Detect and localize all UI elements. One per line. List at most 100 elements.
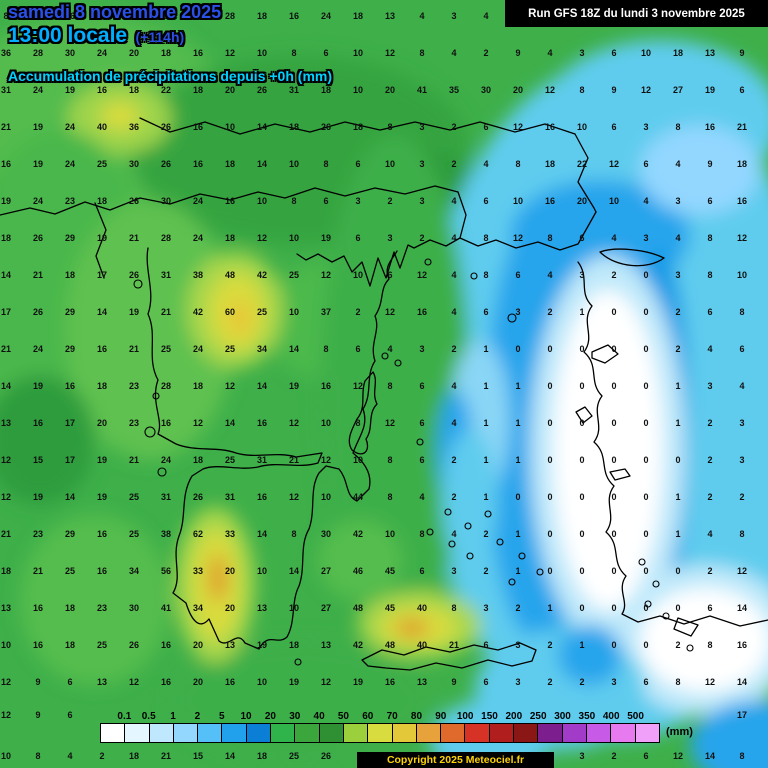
grid-value: 13 — [704, 48, 716, 58]
grid-value: 10 — [224, 122, 236, 132]
island-euboea — [348, 371, 378, 455]
grid-value: 4 — [483, 159, 489, 169]
grid-value: 8 — [419, 48, 425, 58]
island-crete — [361, 642, 537, 671]
grid-value: 16 — [224, 677, 236, 687]
grid-value: 4 — [739, 381, 745, 391]
copyright-bar: Copyright 2025 Meteociel.fr — [357, 752, 554, 768]
legend-color-swatch — [173, 724, 199, 742]
grid-value: 3 — [515, 640, 521, 650]
grid-value: 15 — [32, 455, 44, 465]
grid-value: 2 — [451, 122, 457, 132]
grid-value: 8 — [707, 640, 713, 650]
grid-value: 0 — [611, 307, 617, 317]
grid-value: 12 — [288, 492, 300, 502]
grid-value: 18 — [160, 48, 172, 58]
grid-value: 0 — [643, 603, 649, 613]
coast-west-greece-peloponnese — [146, 247, 398, 650]
grid-value: 3 — [579, 48, 585, 58]
grid-value: 16 — [192, 159, 204, 169]
grid-value: 6 — [707, 196, 713, 206]
grid-value: 12 — [0, 710, 12, 720]
grid-value: 16 — [288, 11, 300, 21]
grid-value: 8 — [419, 529, 425, 539]
coast-north-aegean-chalkidiki — [296, 237, 461, 287]
grid-value: 6 — [707, 603, 713, 613]
legend-color-swatch — [125, 724, 150, 742]
grid-value: 26 — [256, 85, 268, 95]
grid-value: 8 — [707, 233, 713, 243]
grid-value: 21 — [128, 233, 140, 243]
grid-value: 0 — [611, 566, 617, 576]
grid-value: 3 — [675, 196, 681, 206]
legend-scale-label: 200 — [505, 711, 523, 722]
grid-value: 10 — [320, 492, 332, 502]
grid-value: 12 — [384, 418, 396, 428]
grid-value: 33 — [224, 529, 236, 539]
grid-value: 1 — [515, 381, 521, 391]
grid-value: 18 — [256, 11, 268, 21]
grid-value: 18 — [736, 159, 748, 169]
grid-value: 24 — [192, 11, 204, 21]
grid-value: 2 — [419, 233, 425, 243]
grid-value: 31 — [160, 492, 172, 502]
grid-value: 14 — [704, 751, 716, 761]
grid-value: 6 — [483, 122, 489, 132]
grid-value: 2 — [515, 603, 521, 613]
grid-value: 16 — [416, 307, 428, 317]
grid-value: 0 — [675, 566, 681, 576]
grid-value: 2 — [99, 751, 105, 761]
grid-value: 19 — [32, 159, 44, 169]
grid-value: 0 — [643, 418, 649, 428]
run-info-text: Run GFS 18Z du lundi 3 novembre 2025 — [528, 7, 745, 20]
grid-value: 13 — [0, 603, 12, 613]
grid-value: 8 — [387, 122, 393, 132]
grid-value: 0 — [547, 381, 553, 391]
grid-value: 21 — [32, 566, 44, 576]
grid-value: 10 — [288, 159, 300, 169]
coast-turkey-west — [577, 261, 768, 627]
grid-value: 19 — [320, 233, 332, 243]
grid-value: 24 — [32, 344, 44, 354]
grid-value: 8 — [387, 492, 393, 502]
grid-value: 12 — [288, 418, 300, 428]
grid-value: 0 — [579, 344, 585, 354]
grid-value: 12 — [352, 381, 364, 391]
grid-value: 4 — [451, 418, 457, 428]
grid-value: 6 — [355, 159, 361, 169]
grid-value: 10 — [576, 122, 588, 132]
grid-value: 23 — [128, 418, 140, 428]
legend-unit: (mm) — [666, 726, 693, 738]
grid-value: 6 — [419, 418, 425, 428]
grid-value: 28 — [160, 233, 172, 243]
grid-value: 40 — [96, 122, 108, 132]
legend-color-swatch — [149, 724, 174, 742]
grid-value: 4 — [451, 381, 457, 391]
grid-value: 3 — [515, 307, 521, 317]
grid-value: 2 — [579, 677, 585, 687]
grid-value: 26 — [128, 270, 140, 280]
grid-value: 6 — [387, 270, 393, 280]
grid-value: 18 — [128, 85, 140, 95]
grid-value: 62 — [192, 529, 204, 539]
grid-value: 0 — [547, 418, 553, 428]
legend-color-swatch — [198, 724, 223, 742]
grid-value: 4 — [643, 196, 649, 206]
grid-value: 4 — [483, 11, 489, 21]
grid-value: 31 — [160, 270, 172, 280]
grid-value: 3 — [419, 159, 425, 169]
grid-value: 30 — [160, 196, 172, 206]
grid-value: 60 — [224, 307, 236, 317]
grid-value: 35 — [448, 85, 460, 95]
grid-value: 13 — [320, 640, 332, 650]
grid-value: 12 — [384, 307, 396, 317]
grid-value: 6 — [483, 677, 489, 687]
legend-scale-label: 5 — [218, 711, 225, 722]
grid-value: 45 — [384, 603, 396, 613]
legend-color-bar — [100, 723, 660, 743]
grid-value: 26 — [32, 307, 44, 317]
grid-value: 18 — [544, 159, 556, 169]
grid-value: 16 — [544, 122, 556, 132]
grid-value: 19 — [128, 307, 140, 317]
grid-value: 6 — [355, 233, 361, 243]
